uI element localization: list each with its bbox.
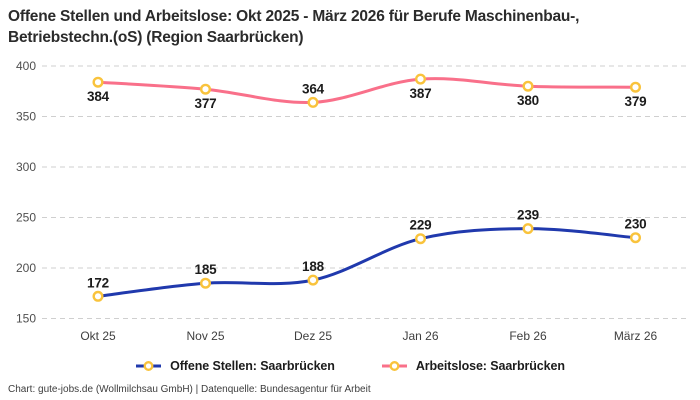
value-label-offene-stellen-saarbr-cken: 172 <box>87 275 109 290</box>
value-label-offene-stellen-saarbr-cken: 229 <box>410 218 432 233</box>
value-label-arbeitslose-saarbr-cken: 379 <box>625 94 647 109</box>
legend-item-offene-stellen: Offene Stellen: Saarbrücken <box>135 359 335 373</box>
value-label-arbeitslose-saarbr-cken: 387 <box>410 86 432 101</box>
data-point-arbeitslose-saarbr-cken[interactable] <box>630 81 642 93</box>
x-tick-label: Dez 25 <box>294 329 332 343</box>
value-label-arbeitslose-saarbr-cken: 377 <box>195 96 217 111</box>
attribution-footer: Chart: gute-jobs.de (Wollmilchsau GmbH) … <box>8 384 371 395</box>
data-point-offene-stellen-saarbr-cken[interactable] <box>199 277 211 289</box>
x-tick-label: Jan 26 <box>402 329 438 343</box>
value-label-offene-stellen-saarbr-cken: 185 <box>195 262 218 277</box>
data-point-arbeitslose-saarbr-cken[interactable] <box>522 80 534 92</box>
value-label-arbeitslose-saarbr-cken: 364 <box>302 81 325 96</box>
data-point-offene-stellen-saarbr-cken[interactable] <box>307 274 319 286</box>
legend: Offene Stellen: Saarbrücken Arbeitslose:… <box>0 355 700 377</box>
offene-stellen-swatch-icon <box>135 360 162 372</box>
value-label-arbeitslose-saarbr-cken: 380 <box>517 93 539 108</box>
line-chart: 400 350 300 250 200 150 Okt 25 Nov 25 Dez 25 Jan … <box>16 59 688 343</box>
value-label-arbeitslose-saarbr-cken: 384 <box>87 89 110 104</box>
x-tick-label: Okt 25 <box>80 329 116 343</box>
data-point-offene-stellen-saarbr-cken[interactable] <box>630 232 642 244</box>
chart-title-line2: Betriebstechn.(oS) (Region Saarbrücken) <box>8 29 304 46</box>
data-point-offene-stellen-saarbr-cken[interactable] <box>415 233 427 245</box>
data-point-arbeitslose-saarbr-cken[interactable] <box>415 73 427 85</box>
y-tick-label: 200 <box>16 261 36 275</box>
data-point-arbeitslose-saarbr-cken[interactable] <box>307 96 319 108</box>
y-tick-label: 350 <box>16 110 36 124</box>
value-label-offene-stellen-saarbr-cken: 239 <box>517 208 539 223</box>
data-point-arbeitslose-saarbr-cken[interactable] <box>199 83 211 95</box>
data-point-offene-stellen-saarbr-cken[interactable] <box>92 290 104 302</box>
series-line-arbeitslose-saarbr-cken <box>96 77 637 105</box>
chart-title-line1: Offene Stellen und Arbeitslose: Okt 2025… <box>8 8 580 25</box>
arbeitslose-swatch-icon <box>381 360 408 372</box>
value-label-offene-stellen-saarbr-cken: 230 <box>625 217 647 232</box>
y-tick-label: 150 <box>16 312 36 326</box>
y-tick-label: 250 <box>16 211 36 225</box>
data-point-arbeitslose-saarbr-cken[interactable] <box>92 76 104 88</box>
x-tick-label: Nov 25 <box>186 329 224 343</box>
legend-label-offene-stellen: Offene Stellen: Saarbrücken <box>170 359 335 373</box>
legend-item-arbeitslose: Arbeitslose: Saarbrücken <box>381 359 565 373</box>
x-tick-label: Feb 26 <box>509 329 547 343</box>
series-line-offene-stellen-saarbr-cken <box>96 227 637 298</box>
legend-label-arbeitslose: Arbeitslose: Saarbrücken <box>415 359 565 373</box>
x-tick-label: März 26 <box>614 329 658 343</box>
chart-title: Offene Stellen und Arbeitslose: Okt 2025… <box>8 6 680 48</box>
y-tick-label: 400 <box>16 59 36 73</box>
data-point-offene-stellen-saarbr-cken[interactable] <box>522 223 534 235</box>
y-tick-label: 300 <box>16 160 36 174</box>
value-label-offene-stellen-saarbr-cken: 188 <box>302 259 325 274</box>
